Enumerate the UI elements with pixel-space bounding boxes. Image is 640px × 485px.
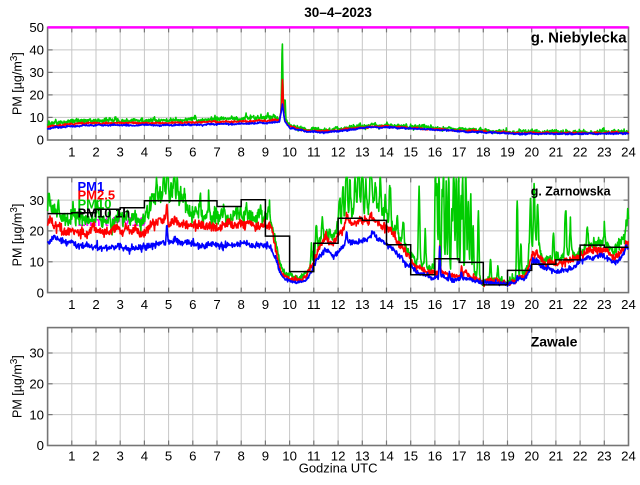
- svg-text:50: 50: [29, 20, 44, 35]
- svg-text:2: 2: [92, 449, 99, 464]
- svg-text:12: 12: [331, 297, 346, 312]
- svg-text:18: 18: [476, 297, 491, 312]
- svg-text:17: 17: [452, 297, 467, 312]
- svg-text:0: 0: [37, 438, 44, 453]
- svg-text:20: 20: [524, 297, 539, 312]
- svg-text:1: 1: [68, 145, 75, 160]
- svg-text:10: 10: [29, 254, 44, 269]
- svg-text:22: 22: [573, 449, 588, 464]
- svg-text:8: 8: [238, 145, 245, 160]
- svg-text:21: 21: [549, 449, 564, 464]
- svg-text:22: 22: [573, 145, 588, 160]
- svg-text:14: 14: [379, 145, 394, 160]
- svg-text:Godzina UTC: Godzina UTC: [299, 461, 378, 476]
- svg-text:3: 3: [117, 449, 124, 464]
- svg-text:20: 20: [29, 377, 44, 392]
- svg-text:4: 4: [141, 297, 148, 312]
- svg-text:23: 23: [597, 449, 612, 464]
- svg-text:7: 7: [213, 145, 220, 160]
- svg-text:30–4–2023: 30–4–2023: [304, 5, 372, 20]
- svg-text:30: 30: [29, 193, 44, 208]
- svg-text:16: 16: [428, 297, 443, 312]
- svg-text:3: 3: [117, 145, 124, 160]
- svg-text:PM10: PM10: [78, 197, 112, 212]
- svg-text:4: 4: [141, 145, 148, 160]
- svg-text:22: 22: [573, 297, 588, 312]
- svg-text:12: 12: [331, 145, 346, 160]
- svg-text:PM [µg/m3]: PM [µg/m3]: [9, 355, 25, 418]
- svg-text:5: 5: [165, 297, 172, 312]
- svg-text:15: 15: [403, 449, 418, 464]
- svg-text:20: 20: [29, 88, 44, 103]
- svg-text:16: 16: [428, 449, 443, 464]
- svg-text:13: 13: [355, 449, 370, 464]
- svg-text:12: 12: [331, 449, 346, 464]
- svg-text:10: 10: [282, 145, 297, 160]
- svg-text:6: 6: [189, 449, 196, 464]
- svg-text:15: 15: [403, 297, 418, 312]
- svg-text:8: 8: [238, 297, 245, 312]
- svg-text:23: 23: [597, 297, 612, 312]
- svg-text:15: 15: [403, 145, 418, 160]
- svg-text:20: 20: [524, 145, 539, 160]
- svg-text:6: 6: [189, 145, 196, 160]
- svg-text:PM1: PM1: [78, 179, 105, 194]
- svg-text:24: 24: [621, 297, 636, 312]
- svg-text:10: 10: [29, 110, 44, 125]
- svg-text:7: 7: [213, 449, 220, 464]
- svg-text:10: 10: [282, 297, 297, 312]
- svg-text:19: 19: [500, 449, 515, 464]
- svg-text:17: 17: [452, 145, 467, 160]
- svg-text:11: 11: [307, 145, 321, 160]
- svg-text:0: 0: [37, 133, 44, 148]
- svg-text:18: 18: [476, 449, 491, 464]
- svg-text:23: 23: [597, 145, 612, 160]
- svg-text:20: 20: [524, 449, 539, 464]
- svg-text:2: 2: [92, 145, 99, 160]
- svg-text:4: 4: [141, 449, 148, 464]
- svg-text:5: 5: [165, 145, 172, 160]
- svg-text:14: 14: [379, 449, 394, 464]
- svg-text:18: 18: [476, 145, 491, 160]
- svg-text:0: 0: [37, 285, 44, 300]
- svg-text:14: 14: [379, 297, 394, 312]
- svg-text:PM [µg/m3]: PM [µg/m3]: [9, 52, 25, 115]
- svg-text:20: 20: [29, 224, 44, 239]
- svg-text:g. Niebylecka: g. Niebylecka: [531, 30, 628, 47]
- svg-text:PM [µg/m3]: PM [µg/m3]: [9, 204, 25, 267]
- svg-text:9: 9: [262, 449, 269, 464]
- svg-text:24: 24: [621, 449, 636, 464]
- svg-text:11: 11: [307, 297, 321, 312]
- svg-text:PM2.5: PM2.5: [78, 188, 116, 203]
- svg-text:16: 16: [428, 145, 443, 160]
- svg-text:21: 21: [549, 145, 564, 160]
- svg-text:8: 8: [238, 449, 245, 464]
- svg-text:30: 30: [29, 346, 44, 361]
- svg-text:40: 40: [29, 43, 44, 58]
- svg-text:10: 10: [29, 407, 44, 422]
- svg-text:g. Zarnowska: g. Zarnowska: [531, 184, 612, 198]
- svg-text:9: 9: [262, 297, 269, 312]
- svg-text:9: 9: [262, 145, 269, 160]
- svg-text:6: 6: [189, 297, 196, 312]
- svg-text:11: 11: [307, 449, 321, 464]
- svg-text:7: 7: [213, 297, 220, 312]
- svg-text:19: 19: [500, 145, 515, 160]
- svg-text:PM10 1h: PM10 1h: [78, 205, 131, 220]
- svg-text:10: 10: [282, 449, 297, 464]
- svg-text:13: 13: [355, 145, 370, 160]
- svg-text:30: 30: [29, 65, 44, 80]
- svg-text:2: 2: [92, 297, 99, 312]
- svg-text:17: 17: [452, 449, 467, 464]
- svg-text:21: 21: [549, 297, 564, 312]
- svg-text:3: 3: [117, 297, 124, 312]
- svg-text:1: 1: [68, 449, 75, 464]
- svg-text:13: 13: [355, 297, 370, 312]
- svg-text:5: 5: [165, 449, 172, 464]
- svg-text:24: 24: [621, 145, 636, 160]
- svg-text:1: 1: [68, 297, 75, 312]
- svg-text:19: 19: [500, 297, 515, 312]
- svg-text:Zawale: Zawale: [531, 333, 578, 349]
